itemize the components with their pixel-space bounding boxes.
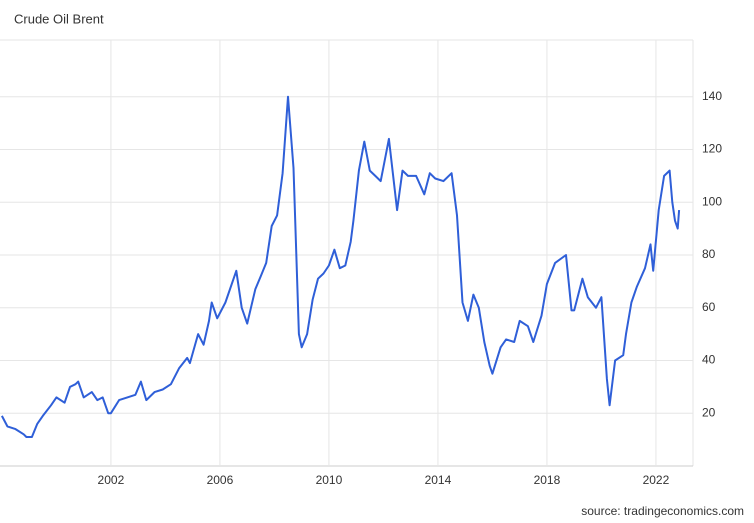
x-tick-label: 2022 (643, 473, 670, 487)
y-tick-label: 100 (702, 194, 722, 208)
x-tick-label: 2010 (316, 473, 343, 487)
y-tick-label: 40 (702, 353, 716, 367)
x-tick-label: 2014 (425, 473, 452, 487)
y-tick-label: 60 (702, 300, 716, 314)
x-tick-label: 2002 (98, 473, 125, 487)
y-tick-label: 20 (702, 405, 716, 419)
price-line (1, 95, 681, 438)
y-tick-label: 140 (702, 89, 722, 103)
x-tick-label: 2018 (534, 473, 561, 487)
chart-title: Crude Oil Brent (14, 11, 104, 26)
y-tick-label: 120 (702, 142, 722, 156)
x-tick-label: 2006 (207, 473, 234, 487)
y-tick-label: 80 (702, 247, 716, 261)
source: source: tradingeconomics.com (581, 504, 744, 518)
